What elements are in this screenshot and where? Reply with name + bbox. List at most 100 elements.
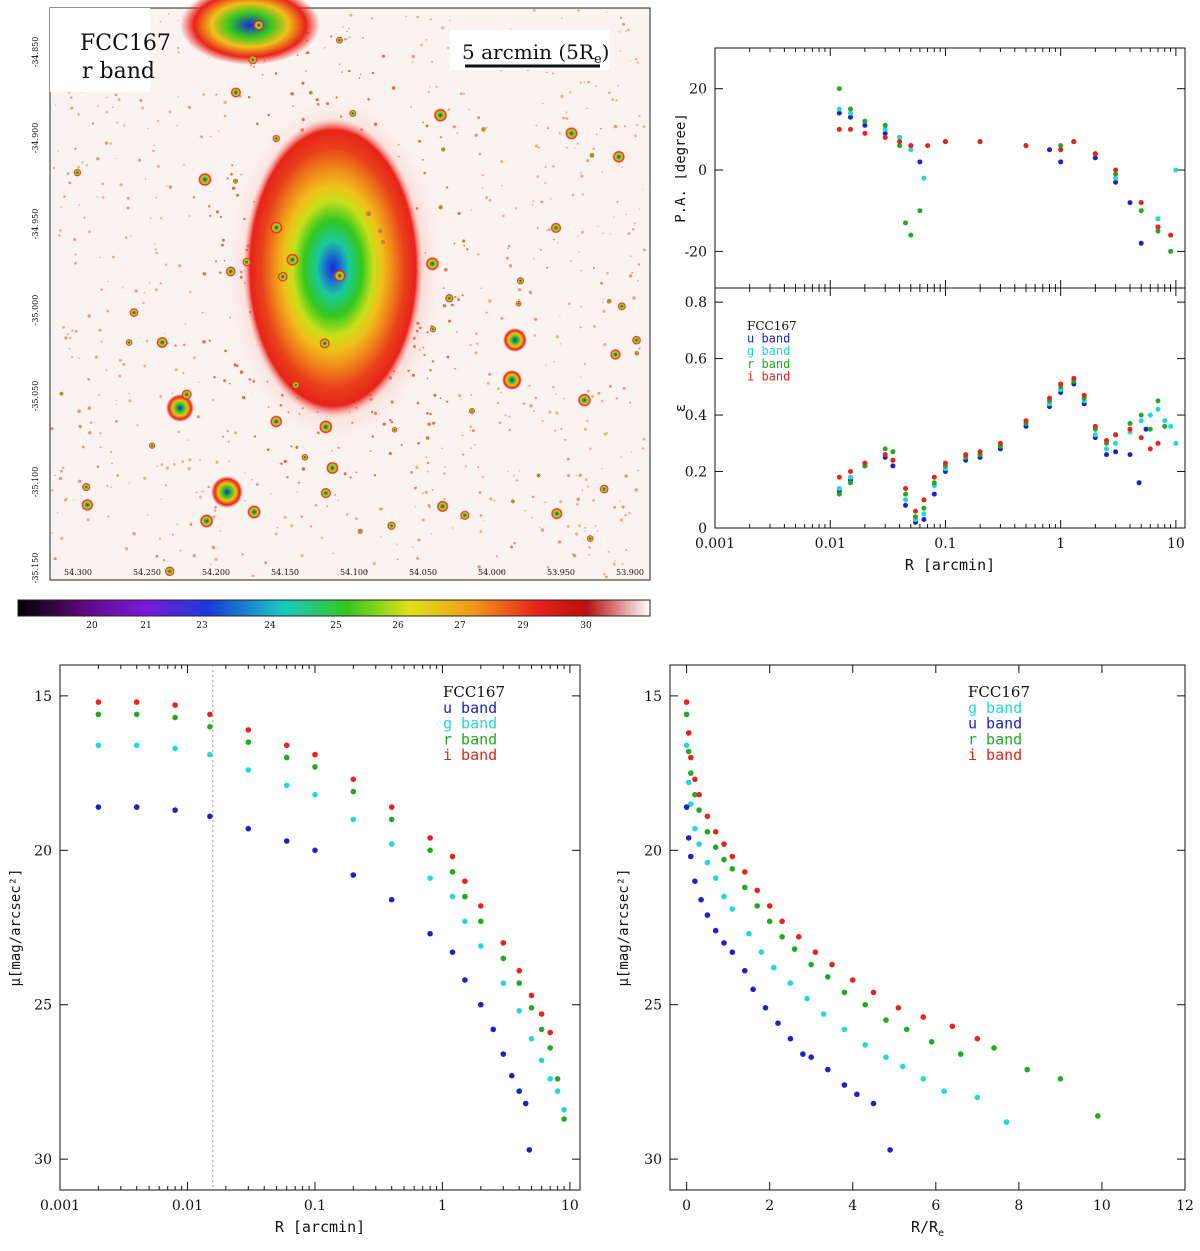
field-star bbox=[440, 147, 446, 152]
data-point bbox=[1057, 1076, 1064, 1082]
data-point bbox=[957, 1051, 964, 1057]
noise-speck bbox=[532, 200, 535, 203]
noise-speck bbox=[187, 467, 191, 471]
noise-speck bbox=[575, 532, 579, 536]
data-point bbox=[245, 727, 252, 733]
data-point bbox=[921, 497, 927, 503]
noise-speck bbox=[539, 526, 541, 528]
data-point bbox=[862, 1001, 868, 1008]
noise-speck bbox=[111, 462, 113, 465]
data-point bbox=[685, 835, 692, 841]
noise-speck bbox=[500, 316, 504, 320]
noise-speck bbox=[231, 164, 234, 167]
noise-speck bbox=[61, 466, 65, 470]
dec-tick-label: -34.850 bbox=[31, 37, 40, 68]
field-star bbox=[335, 36, 344, 44]
noise-speck bbox=[60, 536, 64, 540]
noise-speck bbox=[544, 166, 547, 168]
noise-speck bbox=[539, 248, 542, 251]
noise-speck bbox=[466, 248, 469, 251]
data-point bbox=[462, 977, 468, 983]
noise-speck bbox=[592, 266, 596, 270]
noise-speck bbox=[462, 453, 465, 456]
field-star bbox=[242, 257, 252, 267]
data-point bbox=[538, 1057, 545, 1064]
noise-speck bbox=[400, 444, 403, 446]
noise-speck bbox=[621, 562, 624, 565]
noise-speck bbox=[534, 144, 539, 148]
noise-speck bbox=[522, 402, 526, 405]
data-point bbox=[685, 779, 692, 786]
data-point bbox=[245, 739, 252, 745]
field-star bbox=[510, 499, 515, 504]
data-point bbox=[696, 791, 702, 798]
noise-speck bbox=[508, 415, 511, 418]
legend-entry: g band bbox=[968, 699, 1022, 717]
noise-speck bbox=[214, 557, 218, 561]
noise-speck bbox=[370, 17, 374, 20]
field-star bbox=[326, 461, 339, 475]
noise-speck bbox=[603, 572, 606, 576]
field-star bbox=[550, 222, 562, 234]
noise-speck bbox=[427, 422, 431, 426]
data-point bbox=[1047, 147, 1052, 153]
x-tick-label: 10 bbox=[1093, 1198, 1111, 1214]
data-point bbox=[427, 875, 433, 881]
neighbor-galaxy bbox=[180, 0, 320, 65]
noise-speck bbox=[496, 401, 500, 405]
data-point bbox=[478, 1001, 484, 1008]
noise-speck bbox=[105, 111, 109, 114]
noise-speck bbox=[415, 465, 419, 470]
noise-speck bbox=[566, 525, 570, 528]
noise-speck bbox=[71, 356, 73, 358]
label-box bbox=[50, 8, 150, 92]
field-star bbox=[269, 415, 283, 428]
noise-speck bbox=[159, 282, 162, 285]
noise-speck bbox=[320, 536, 324, 540]
x-tick-label: 10 bbox=[561, 1198, 579, 1214]
data-point bbox=[925, 143, 931, 149]
series-i-band bbox=[836, 126, 1174, 238]
noise-speck bbox=[145, 339, 149, 343]
noise-speck bbox=[580, 269, 583, 272]
noise-speck bbox=[583, 427, 587, 431]
data-point bbox=[427, 847, 433, 854]
data-point bbox=[829, 961, 835, 968]
noise-speck bbox=[283, 459, 287, 463]
field-star bbox=[81, 498, 94, 512]
noise-speck bbox=[612, 562, 616, 566]
noise-speck bbox=[625, 30, 628, 33]
noise-speck bbox=[471, 429, 475, 433]
data-point bbox=[848, 106, 853, 112]
noise-speck bbox=[410, 471, 413, 474]
noise-speck bbox=[629, 255, 632, 258]
noise-speck bbox=[208, 339, 211, 342]
noise-speck bbox=[101, 182, 104, 186]
noise-speck bbox=[602, 298, 605, 300]
noise-speck bbox=[416, 15, 420, 19]
noise-speck bbox=[94, 355, 98, 359]
data-point bbox=[350, 776, 357, 783]
data-point bbox=[804, 995, 810, 1002]
data-point bbox=[729, 853, 736, 860]
data-point bbox=[1173, 440, 1179, 446]
noise-speck bbox=[545, 364, 547, 366]
noise-speck bbox=[53, 474, 56, 477]
data-point bbox=[887, 1147, 893, 1153]
data-point bbox=[841, 1026, 848, 1033]
y-axis-label: ε bbox=[675, 404, 689, 412]
data-point bbox=[350, 816, 357, 823]
series-u-band bbox=[95, 804, 533, 1153]
data-point bbox=[920, 1014, 927, 1020]
noise-speck bbox=[160, 217, 163, 220]
legend-entry: r band bbox=[968, 730, 1022, 748]
noise-speck bbox=[160, 463, 164, 466]
data-point bbox=[1092, 423, 1098, 429]
data-point bbox=[808, 1054, 814, 1060]
data-point bbox=[1095, 1113, 1101, 1119]
noise-speck bbox=[346, 30, 348, 33]
field-star bbox=[199, 514, 214, 528]
noise-speck bbox=[608, 91, 611, 95]
data-point bbox=[207, 813, 213, 820]
noise-speck bbox=[274, 72, 278, 75]
